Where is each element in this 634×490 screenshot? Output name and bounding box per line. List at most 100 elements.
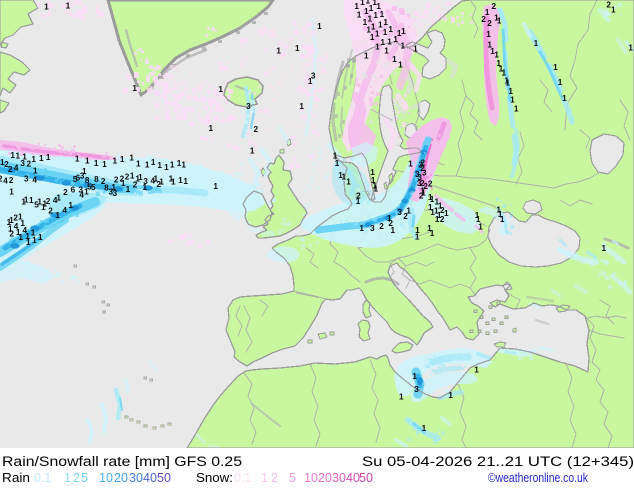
svg-text:3: 3 <box>311 71 316 80</box>
svg-text:1: 1 <box>132 84 137 93</box>
svg-text:10: 10 <box>304 471 318 485</box>
svg-text:2: 2 <box>133 180 138 189</box>
svg-text:5: 5 <box>34 200 39 209</box>
svg-text:1: 1 <box>413 45 418 54</box>
svg-text:1: 1 <box>171 177 176 186</box>
svg-text:1: 1 <box>24 196 29 205</box>
svg-text:1: 1 <box>346 178 351 187</box>
svg-text:1: 1 <box>497 16 502 25</box>
svg-text:5: 5 <box>73 175 78 184</box>
svg-text:1: 1 <box>178 176 183 185</box>
svg-text:1: 1 <box>366 25 371 34</box>
svg-text:1: 1 <box>448 391 453 400</box>
svg-text:1: 1 <box>130 172 135 181</box>
svg-text:1: 1 <box>32 236 37 245</box>
svg-text:1: 1 <box>181 161 186 170</box>
svg-text:2: 2 <box>420 179 425 188</box>
svg-text:1: 1 <box>508 87 513 96</box>
svg-text:2: 2 <box>492 2 497 11</box>
svg-text:1: 1 <box>121 179 126 188</box>
svg-text:1: 1 <box>401 42 406 51</box>
svg-text:1: 1 <box>177 159 182 168</box>
svg-text:1: 1 <box>487 40 492 49</box>
svg-text:1: 1 <box>387 214 392 223</box>
svg-text:6: 6 <box>71 185 76 194</box>
svg-text:1: 1 <box>380 10 385 19</box>
svg-text:4: 4 <box>53 196 58 205</box>
svg-text:1: 1 <box>333 151 338 160</box>
svg-text:50: 50 <box>157 471 171 485</box>
svg-text:1: 1 <box>383 28 388 37</box>
svg-text:1: 1 <box>41 203 46 212</box>
svg-text:1: 1 <box>25 232 30 241</box>
svg-text:1: 1 <box>499 65 504 74</box>
svg-text:1: 1 <box>37 198 42 207</box>
svg-text:1: 1 <box>397 29 402 38</box>
svg-text:1: 1 <box>113 156 118 165</box>
svg-text:1: 1 <box>369 4 374 13</box>
svg-text:1: 1 <box>29 196 34 205</box>
svg-text:1: 1 <box>364 52 369 61</box>
svg-text:1: 1 <box>43 200 48 209</box>
svg-text:1: 1 <box>66 1 71 10</box>
svg-text:3: 3 <box>246 102 251 111</box>
svg-text:1: 1 <box>9 216 14 225</box>
svg-text:1: 1 <box>558 78 563 87</box>
svg-text:1: 1 <box>408 160 413 169</box>
svg-text:3: 3 <box>24 174 29 183</box>
svg-text:1: 1 <box>475 211 480 220</box>
svg-text:1: 1 <box>412 372 417 381</box>
svg-text:4: 4 <box>3 177 8 186</box>
svg-text:1: 1 <box>18 213 23 222</box>
svg-text:1: 1 <box>102 160 107 169</box>
svg-text:2: 2 <box>440 215 445 224</box>
svg-text:1: 1 <box>490 47 495 56</box>
svg-text:1: 1 <box>415 226 420 235</box>
svg-text:1: 1 <box>8 225 13 234</box>
svg-text:1: 1 <box>75 155 80 164</box>
svg-text:4: 4 <box>151 177 156 186</box>
svg-text:2: 2 <box>63 188 68 197</box>
svg-text:1: 1 <box>505 79 510 88</box>
svg-text:1: 1 <box>7 218 12 227</box>
svg-text:1: 1 <box>143 183 148 192</box>
svg-text:1: 1 <box>18 233 23 242</box>
svg-text:4: 4 <box>32 175 37 184</box>
svg-text:1: 1 <box>44 2 49 11</box>
svg-text:1: 1 <box>129 154 134 163</box>
svg-text:1: 1 <box>250 147 255 156</box>
svg-text:2: 2 <box>440 206 445 215</box>
svg-text:2: 2 <box>27 159 32 168</box>
svg-text:3: 3 <box>80 172 85 181</box>
svg-text:1: 1 <box>374 185 379 194</box>
svg-text:2: 2 <box>114 175 119 184</box>
svg-text:2: 2 <box>421 158 426 167</box>
svg-text:1: 1 <box>534 39 539 48</box>
svg-text:1: 1 <box>370 168 375 177</box>
svg-text:1: 1 <box>370 33 375 42</box>
svg-text:1: 1 <box>56 194 61 203</box>
svg-text:1: 1 <box>393 35 398 44</box>
svg-text:1: 1 <box>510 95 515 104</box>
svg-text:2: 2 <box>428 179 433 188</box>
svg-text:1: 1 <box>16 152 21 161</box>
svg-text:5: 5 <box>289 471 296 485</box>
svg-text:2: 2 <box>379 222 384 231</box>
svg-text:3: 3 <box>414 385 419 394</box>
svg-text:0.1: 0.1 <box>34 471 51 485</box>
svg-text:1: 1 <box>10 151 15 160</box>
svg-text:1: 1 <box>16 228 21 237</box>
svg-text:1: 1 <box>553 63 558 72</box>
svg-text:1: 1 <box>373 11 378 20</box>
svg-text:1: 1 <box>145 160 150 169</box>
svg-text:1: 1 <box>428 203 433 212</box>
svg-text:6: 6 <box>76 174 81 183</box>
svg-text:1: 1 <box>354 2 359 11</box>
svg-text:1: 1 <box>366 0 371 6</box>
svg-text:1: 1 <box>372 0 377 7</box>
svg-text:1: 1 <box>478 223 483 232</box>
svg-text:1: 1 <box>94 159 99 168</box>
svg-text:1: 1 <box>375 30 380 39</box>
svg-text:2: 2 <box>9 230 14 239</box>
svg-text:1: 1 <box>209 124 214 133</box>
